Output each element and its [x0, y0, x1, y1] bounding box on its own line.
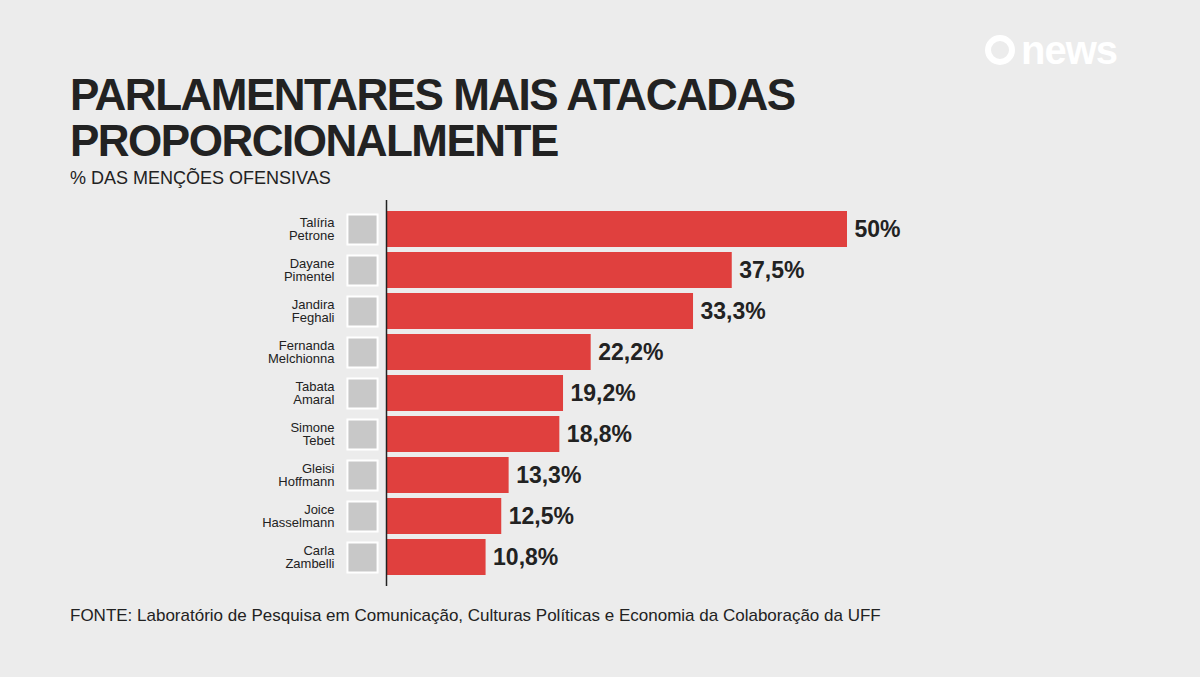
- svg-text:SimoneTebet: SimoneTebet: [290, 420, 334, 448]
- svg-text:JoiceHasselmann: JoiceHasselmann: [262, 502, 334, 530]
- svg-text:CarlaZambelli: CarlaZambelli: [285, 543, 335, 571]
- html-text:FONTE: Laboratório de Pesquisa: FONTE: Laboratório de Pesquisa em Comuni…: [70, 606, 881, 625]
- html-text:news: news: [1021, 28, 1117, 72]
- svg-text:JandiraFeghali: JandiraFeghali: [292, 297, 335, 325]
- svg-text:19,2%: 19,2%: [571, 380, 636, 406]
- svg-text:GleisiHoffmann: GleisiHoffmann: [278, 461, 334, 489]
- svg-text:10,8%: 10,8%: [493, 544, 558, 570]
- svg-text:TalíriaPetrone: TalíriaPetrone: [289, 215, 335, 243]
- svg-text:FernandaMelchionna: FernandaMelchionna: [268, 338, 335, 366]
- svg-text:37,5%: 37,5%: [739, 257, 804, 283]
- svg-text:TabataAmaral: TabataAmaral: [293, 379, 335, 407]
- svg-text:18,8%: 18,8%: [567, 421, 632, 447]
- svg-text:33,3%: 33,3%: [701, 298, 766, 324]
- html-text:PARLAMENTARES MAIS ATACADAS PR: PARLAMENTARES MAIS ATACADAS PROPORCIONAL…: [70, 70, 795, 165]
- svg-text:13,3%: 13,3%: [516, 462, 581, 488]
- svg-text:12,5%: 12,5%: [509, 503, 574, 529]
- html-text:% DAS MENÇÕES OFENSIVAS: % DAS MENÇÕES OFENSIVAS: [70, 168, 331, 188]
- svg-text:DayanePimentel: DayanePimentel: [284, 256, 335, 284]
- svg-text:22,2%: 22,2%: [598, 339, 663, 365]
- svg-text:50%: 50%: [855, 216, 901, 242]
